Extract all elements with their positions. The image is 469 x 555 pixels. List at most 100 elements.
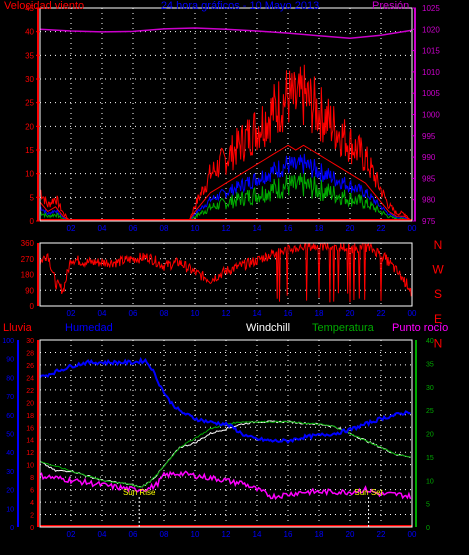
direction-ytick: 270 <box>21 255 35 264</box>
pressure-ytick: 1000 <box>422 111 440 120</box>
pressure-ytick: 980 <box>422 196 436 205</box>
text-layer: 02 04 06 08 10 12 14 16 18 20 22 000510152025303540… <box>2 0 448 539</box>
rain-ytick: 90 <box>6 357 14 364</box>
panel-2-xtick: 10 <box>191 530 200 539</box>
panel-1-xtick: 08 <box>160 309 169 318</box>
panel-1-frame <box>39 242 413 307</box>
temperature-ytick: 25 <box>426 408 434 415</box>
pressure-ytick: 995 <box>422 132 436 141</box>
temperature-ytick: 0 <box>426 525 430 532</box>
humidity-ytick: 18 <box>26 413 34 420</box>
panel-1-xtick: 20 <box>346 309 355 318</box>
direction-ytick: 360 <box>21 239 35 248</box>
dewpoint-line <box>39 470 412 501</box>
pressure-ytick: 1025 <box>422 4 440 13</box>
panel-0-xtick: 08 <box>160 224 169 233</box>
rain-ytick: 60 <box>6 413 14 420</box>
sun-marker-label: Sun Rise <box>123 488 156 497</box>
pressure-ytick: 990 <box>422 153 436 162</box>
panel-0-xtick: 12 <box>222 224 231 233</box>
panel-1-xtick: 16 <box>284 309 293 318</box>
humidity-ytick: 16 <box>26 425 34 432</box>
rain-ytick: 10 <box>6 506 14 513</box>
temperature-ytick: 5 <box>426 502 430 509</box>
humidity-ytick: 10 <box>26 463 34 470</box>
panel-2-xtick: 22 <box>377 530 386 539</box>
panel-0-xtick: 18 <box>315 224 324 233</box>
temperature-ytick: 40 <box>426 338 434 345</box>
compass-label: S <box>434 287 442 301</box>
rain-ytick: 100 <box>2 338 14 345</box>
panel-2-xtick: 14 <box>253 530 262 539</box>
pressure-ytick: 1005 <box>422 89 440 98</box>
pressure-ytick: 975 <box>422 217 436 226</box>
direction-ytick: 180 <box>21 271 35 280</box>
humidity-line <box>39 356 411 445</box>
wind-speed-ytick: 30 <box>25 75 34 84</box>
chart-title: 24 hora gráficos - 10 Mayo 2013 <box>161 0 319 12</box>
humidity-ytick: 14 <box>26 438 34 445</box>
panel-1-xtick: 02 <box>67 309 76 318</box>
wind-speed-axis-label: Velocidad viento <box>4 0 84 12</box>
humidity-ytick: 0 <box>30 525 34 532</box>
wind-speed-ytick: 15 <box>25 146 34 155</box>
series-layer <box>39 27 413 527</box>
rain-ytick: 40 <box>6 450 14 457</box>
humidity-ytick: 28 <box>26 350 34 357</box>
compass-label: W <box>432 263 444 277</box>
wind-speed-ytick: 35 <box>25 51 34 60</box>
direction-ytick: 0 <box>30 302 35 311</box>
panel-2-xtick: 02 <box>67 530 76 539</box>
pressure-ytick: 1010 <box>422 68 440 77</box>
humidity-ytick: 30 <box>26 338 34 345</box>
rain-ytick: 30 <box>6 469 14 476</box>
humidity-ytick: 8 <box>30 475 34 482</box>
wind-speed-ytick: 20 <box>25 122 34 131</box>
rain-ytick: 20 <box>6 488 14 495</box>
humidity-ytick: 6 <box>30 488 34 495</box>
rain-ytick: 80 <box>6 375 14 382</box>
panel-0-xtick: 00 <box>408 224 417 233</box>
panel-1-xtick: 00 <box>408 309 417 318</box>
humidity-ytick: 4 <box>30 500 34 507</box>
wind-speed-ytick: 0 <box>30 217 35 226</box>
pressure-ytick: 1015 <box>422 47 440 56</box>
dewpoint-legend: Punto rocío <box>392 322 448 334</box>
rain-axis-label: Lluvia <box>3 322 33 334</box>
wind-speed-ytick: 25 <box>25 99 34 108</box>
panel-0-xtick: 10 <box>191 224 200 233</box>
humidity-ytick: 2 <box>30 513 34 520</box>
panel-2-xtick: 20 <box>346 530 355 539</box>
panel-0-xtick: 04 <box>98 224 107 233</box>
temperature-ytick: 30 <box>426 385 434 392</box>
compass-label: E <box>434 312 442 326</box>
pressure-axis-label: Presión <box>372 0 409 12</box>
sun-marker-label: Sun Set <box>354 488 383 497</box>
wind-speed-ytick: 5 <box>30 193 35 202</box>
panel-0-xtick: 22 <box>377 224 386 233</box>
panel-2-frame <box>39 339 413 528</box>
panel-0-xtick: 02 <box>67 224 76 233</box>
axes-layer <box>17 7 417 528</box>
pressure-ytick: 985 <box>422 174 436 183</box>
panel-2-xtick: 00 <box>408 530 417 539</box>
wind-speed-ytick: 10 <box>25 170 34 179</box>
panel-2-xtick: 12 <box>222 530 231 539</box>
compass-label: N <box>434 336 443 350</box>
panel-0-xtick: 06 <box>129 224 138 233</box>
rain-ytick: 70 <box>6 394 14 401</box>
humidity-ytick: 20 <box>26 400 34 407</box>
temperature-legend: Temperatura <box>312 322 375 334</box>
temperature-ytick: 35 <box>426 361 434 368</box>
humidity-ytick: 26 <box>26 363 34 370</box>
panel-2-xtick: 08 <box>160 530 169 539</box>
panel-1-xtick: 18 <box>315 309 324 318</box>
temperature-ytick: 20 <box>426 432 434 439</box>
humidity-ytick: 22 <box>26 388 34 395</box>
panel-1-xtick: 06 <box>129 309 138 318</box>
pressure-ytick: 1020 <box>422 25 440 34</box>
humidity-ytick: 12 <box>26 450 34 457</box>
pressure-line <box>39 27 413 39</box>
